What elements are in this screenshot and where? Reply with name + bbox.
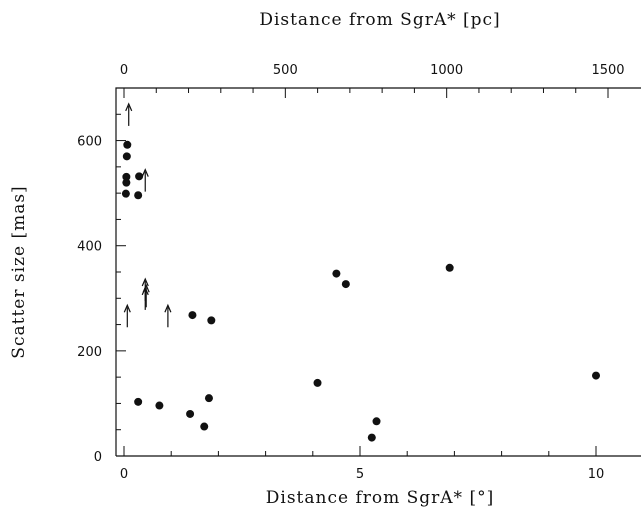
x-tick-label: 10 [588, 467, 605, 482]
data-point [188, 311, 197, 320]
x-tick-label: 0 [120, 467, 128, 482]
data-point [122, 152, 131, 161]
data-marks [121, 102, 600, 442]
data-point [135, 172, 144, 181]
x2-tick-label: 0 [120, 63, 128, 78]
data-point [121, 189, 130, 198]
data-point [155, 401, 164, 410]
top-axis-title: Distance from SgrA* [pc] [259, 10, 500, 30]
data-point [341, 280, 350, 289]
x2-tick-label: 500 [273, 63, 298, 78]
data-point [134, 191, 143, 200]
data-point [207, 316, 216, 325]
y-tick-label: 200 [77, 345, 102, 360]
data-point [122, 172, 131, 181]
lower-limit-arrow [142, 283, 150, 308]
y-tick-label: 400 [77, 240, 102, 255]
y-axis-title: Scatter size [mas] [9, 185, 29, 358]
data-point [186, 409, 195, 418]
y-tick-label: 0 [94, 450, 102, 465]
data-point [200, 422, 209, 431]
data-point [372, 417, 381, 426]
axis-ticks [116, 87, 609, 457]
y-tick-label: 600 [77, 135, 102, 150]
lower-limit-arrow [164, 303, 172, 328]
plot-frame [115, 87, 641, 457]
lower-limit-arrow [125, 102, 133, 126]
lower-limit-arrow [141, 168, 149, 192]
bottom-axis-title: Distance from SgrA* [°] [266, 488, 494, 507]
axis-tick-labels: 0 5 10 0 500 1000 1500 0 200 400 600 [77, 63, 624, 482]
data-point [134, 397, 143, 406]
data-point [445, 263, 454, 272]
x2-tick-label: 1500 [591, 63, 624, 78]
data-point [367, 433, 376, 442]
data-point [122, 178, 131, 187]
data-point [332, 269, 341, 278]
data-point [123, 140, 132, 149]
data-point [313, 378, 322, 387]
x-tick-label: 5 [356, 467, 364, 482]
x2-tick-label: 1000 [430, 63, 463, 78]
lower-limit-arrow [123, 303, 131, 328]
data-point [204, 394, 213, 403]
data-point [592, 371, 600, 380]
lower-limit-arrow [141, 286, 149, 310]
